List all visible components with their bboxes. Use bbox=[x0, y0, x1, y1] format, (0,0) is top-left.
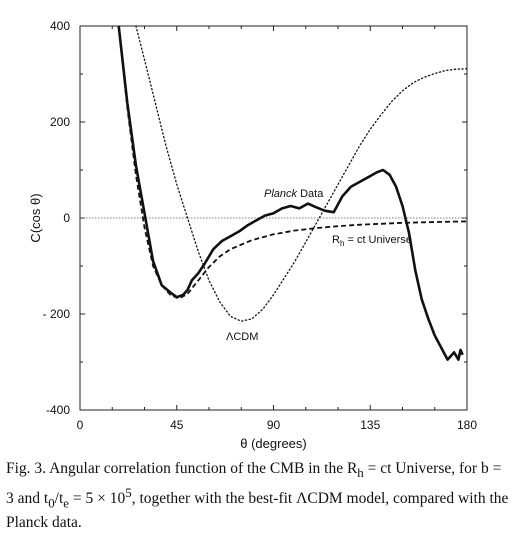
y-tick-label-200: 200 bbox=[50, 115, 70, 129]
planck-rest: Data bbox=[297, 188, 324, 200]
series-group bbox=[117, 26, 467, 361]
y-tick-label--200: - 200 bbox=[43, 307, 71, 321]
rh-annotation: Rh = ct Universe bbox=[332, 234, 412, 248]
caption-text-4: = 5 × 10 bbox=[69, 490, 126, 508]
y-tick-label--400: -400 bbox=[46, 403, 70, 417]
x-tick-label-0: 0 bbox=[77, 418, 84, 432]
rh-rest: = ct Universe bbox=[344, 234, 412, 246]
planck-italic: Planck bbox=[264, 188, 298, 200]
figure-caption: Fig. 3. Angular correlation function of … bbox=[6, 459, 509, 533]
caption-text-5: , together with the best-fit ΛCDM model,… bbox=[6, 490, 509, 532]
y-axis-title: C(cos θ) bbox=[28, 193, 43, 242]
x-tick-label-45: 45 bbox=[170, 418, 184, 432]
labels: 0 45 90 135 180 400 200 0 - 200 -400 θ (degrees) C(… bbox=[28, 19, 477, 451]
y-tick-label-0: 0 bbox=[63, 211, 70, 225]
caption-sub-2: 0 bbox=[48, 495, 55, 511]
x-tick-label-90: 90 bbox=[267, 418, 281, 432]
rh-R: R bbox=[332, 234, 340, 246]
y-tick-label-400: 400 bbox=[50, 19, 70, 33]
caption-text-3: /t bbox=[54, 490, 64, 508]
caption-sup-1: 5 bbox=[125, 485, 132, 501]
ticks bbox=[79, 25, 468, 411]
chart: 0 45 90 135 180 400 200 0 - 200 -400 θ (degrees) C(… bbox=[28, 19, 477, 451]
lcdm-annotation: ΛCDM bbox=[226, 331, 258, 343]
x-tick-label-135: 135 bbox=[360, 418, 380, 432]
x-tick-label-180: 180 bbox=[457, 418, 477, 432]
series-line-rh-ct-universe bbox=[117, 26, 467, 300]
caption-sub-3: e bbox=[63, 495, 69, 511]
caption-text-2: = ct Universe, for b = 3 and t bbox=[6, 460, 502, 508]
planck-annotation: Planck Data bbox=[264, 188, 324, 200]
caption-sub-1: h bbox=[357, 465, 364, 481]
rh-sub: h bbox=[340, 239, 344, 248]
caption-text-1: Fig. 3. Angular correlation function of … bbox=[6, 460, 358, 477]
x-axis-title: θ (degrees) bbox=[240, 436, 306, 451]
series-line-cdm bbox=[135, 26, 467, 322]
series-line-planck-data bbox=[117, 26, 464, 361]
